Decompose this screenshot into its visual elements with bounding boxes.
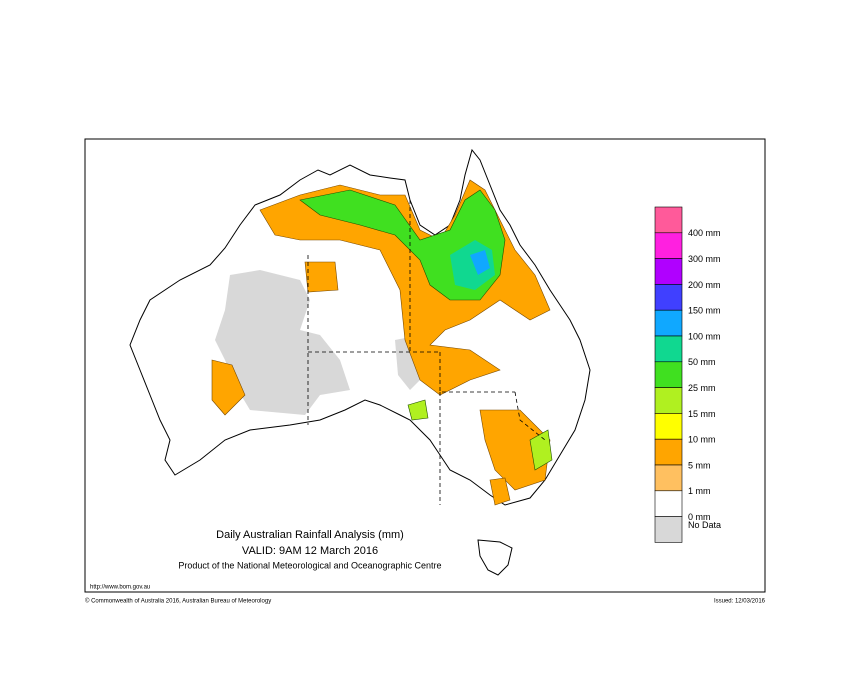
legend-label: 5 mm <box>688 460 711 470</box>
legend-swatch <box>654 258 683 285</box>
rain-area <box>529 429 553 471</box>
legend-label: No Data <box>688 520 721 530</box>
legend-swatch <box>654 309 683 337</box>
no-data-area <box>215 270 350 415</box>
issued-date: Issued: 12/03/2016 <box>714 599 766 605</box>
legend-label: 0 mm <box>688 512 711 522</box>
legend-swatch <box>654 413 683 440</box>
legend-swatch <box>654 335 683 363</box>
legend-label: 50 mm <box>688 357 716 367</box>
product-note: Product of the National Meteorological a… <box>178 560 441 570</box>
legend-label: 10 mm <box>688 435 716 445</box>
copyright: © Commonwealth of Australia 2016, Austra… <box>85 598 271 605</box>
legend-swatch <box>654 232 683 259</box>
legend-swatch <box>654 284 683 311</box>
rain-area <box>304 261 339 293</box>
legend: 400 mm 300 mm 200 mm 150 mm 100 mm 50 mm 25 mm… <box>654 206 721 543</box>
legend-swatch <box>654 464 683 492</box>
map-title: Daily Australian Rainfall Analysis (mm) <box>216 529 404 541</box>
legend-swatch <box>654 387 683 414</box>
rain-area <box>489 477 511 506</box>
legend-label: 150 mm <box>688 306 721 316</box>
rain-area <box>211 359 246 416</box>
legend-label: 200 mm <box>688 280 721 290</box>
legend-swatch <box>654 490 683 517</box>
legend-label: 1 mm <box>688 486 711 496</box>
legend-label: 400 mm <box>688 228 721 238</box>
state-border <box>307 200 546 505</box>
url: http://www.bom.gov.au <box>90 585 150 591</box>
legend-label: 300 mm <box>688 254 721 264</box>
legend-label: 100 mm <box>688 331 721 341</box>
legend-swatch <box>654 516 683 543</box>
map <box>129 148 591 576</box>
valid-time: VALID: 9AM 12 March 2016 <box>242 545 378 557</box>
tasmania <box>477 539 513 576</box>
rain-area <box>407 399 429 421</box>
legend-label: 15 mm <box>688 409 716 419</box>
legend-swatch <box>654 206 683 234</box>
rain-area <box>470 250 490 275</box>
legend-swatch <box>654 438 683 466</box>
legend-label: 25 mm <box>688 383 716 393</box>
legend-swatch <box>654 361 683 388</box>
